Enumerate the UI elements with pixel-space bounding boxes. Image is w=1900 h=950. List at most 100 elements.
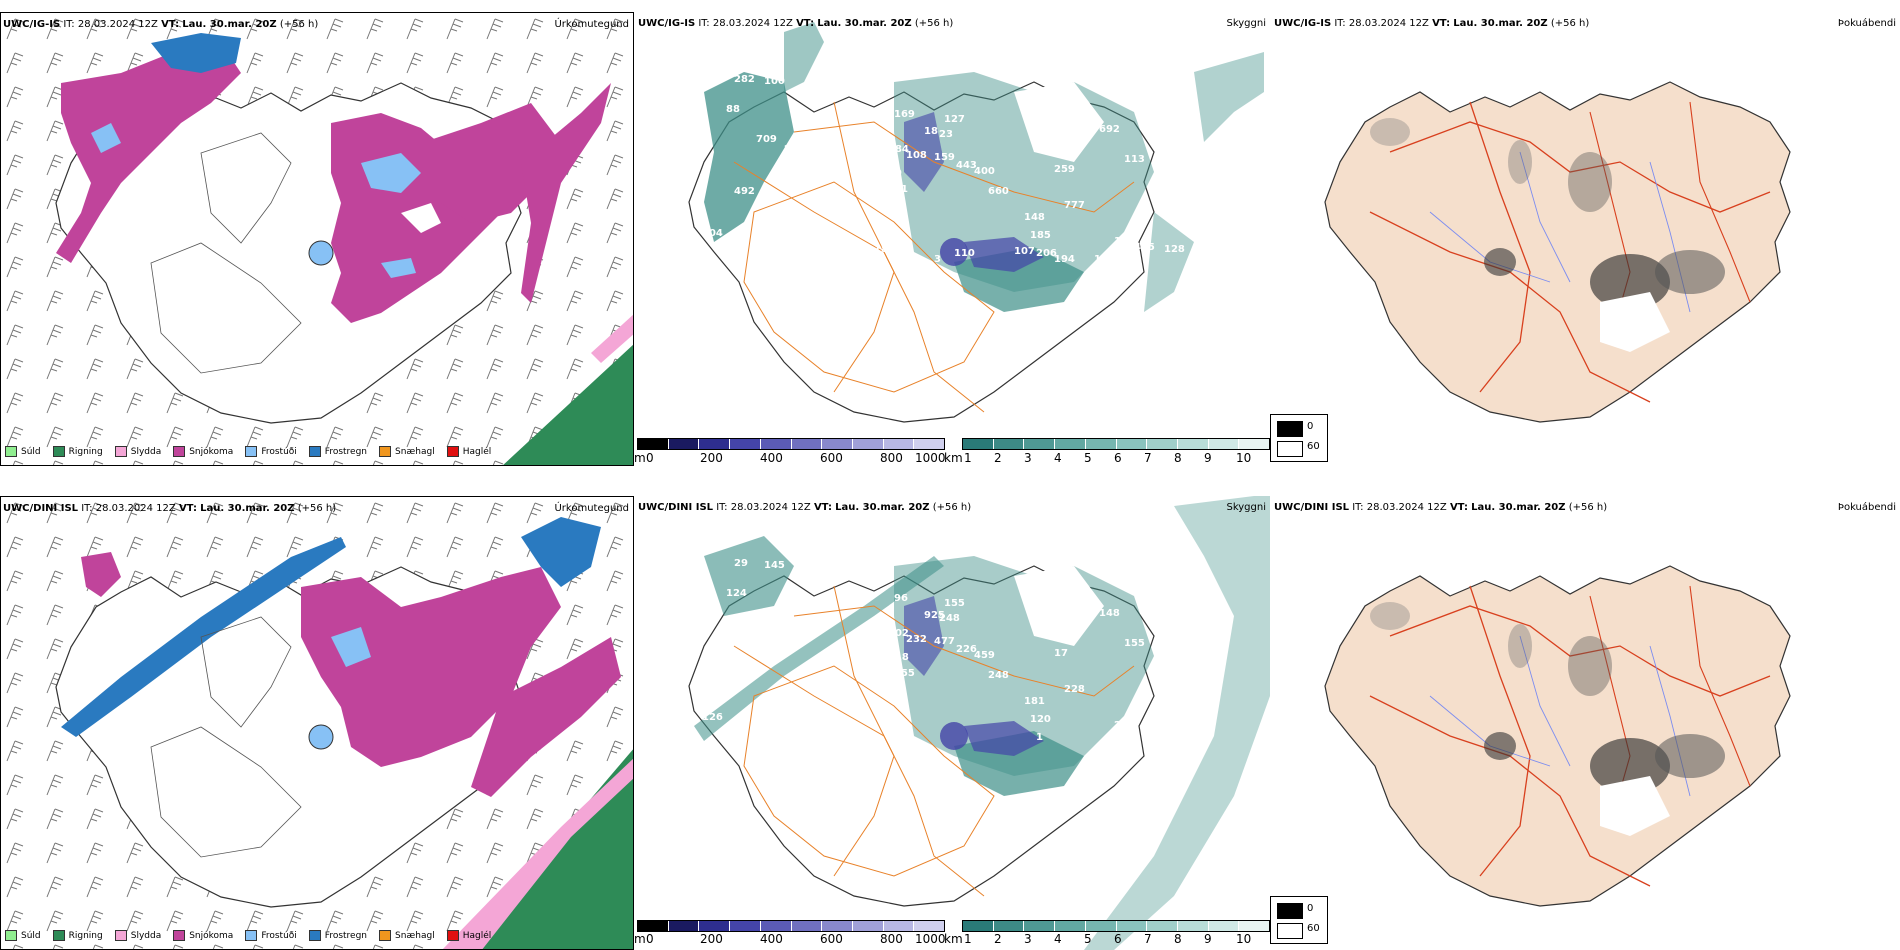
cloud-base-label: 925 [924,610,945,621]
fog-legend-light: 60 [1307,441,1320,452]
header-top-visibility: UWC/IG-IS IT: 28.03.2024 12Z VT: Lau. 30… [638,18,953,29]
fog-map-top [1324,81,1791,423]
visibility-panel-bottom: 29 145 124 152 169 20 144 126 96 155 925 248 302 232 4… [634,496,1270,950]
panel-title-visibility: Skyggni [1226,502,1266,513]
valid-time: Lau. 30.mar. 20Z [200,503,295,514]
cloud-base-label: 692 [1099,124,1120,135]
cloud-base-label: 709 [756,134,777,145]
cloud-base-label: 108 [1094,254,1115,265]
cloud-base-label: 248 [939,613,960,624]
cbar-seg [993,439,1025,449]
cloud-base-label: 163 [1174,618,1195,629]
cbar-m-unit: m [634,932,646,946]
legend-label: Slydda [130,446,162,457]
valid-time: Lau. 30.mar. 20Z [182,19,277,30]
cloud-base-label: 267 [804,114,825,125]
it-label: IT: [716,502,728,513]
cloud-base-label: 415 [1134,242,1155,253]
cloud-base-label: 194 [1054,254,1075,265]
valid-time: Lau. 30.mar. 20Z [1471,502,1566,513]
cbar-seg [963,439,994,449]
cbar-seg [883,439,915,449]
cloud-base-label: 17 [1054,648,1068,659]
cloud-base-label: 18 [924,126,938,137]
cloud-base-label: 115 [1176,703,1197,714]
cloud-base-label: 3 [934,254,941,265]
model-name: UWC/DINI ISL [1274,502,1350,513]
cbar-km-tick: 3 [1024,451,1032,465]
legend-item: Súld [5,446,41,457]
panel-title-fog: Þokuábendi [1837,18,1896,29]
cbar-seg [822,439,853,449]
cloud-base-label: 229 [1176,219,1197,230]
cbar-m-tick: 1000 [915,932,946,946]
cloud-base-label: 148 [1024,212,1045,223]
panel-title-visibility: Skyggni [1226,18,1266,29]
cbar-m-tick: 600 [820,451,843,465]
fog-panel-bottom: Þokuábendi [1270,496,1900,950]
cbar-seg [1024,439,1056,449]
cbar-seg [1208,439,1240,449]
lead-time: (+56 h) [279,19,319,30]
cloud-base-label: 96 [894,593,908,604]
cloud-base-label: 228 [1064,684,1085,695]
it-label: IT: [81,503,93,514]
cloud-base-label: 110 [954,248,975,259]
cbar-seg [699,921,731,931]
cbar-km-tick: 6 [1114,932,1122,946]
cloud-base-label: 184 [888,144,909,155]
cbar-seg [1055,439,1086,449]
init-time: 28.03.2024 12Z [95,503,176,514]
cbar-seg [914,921,945,931]
vt-label: VT: [1449,502,1468,513]
legend-item: Snæhagl [379,930,435,941]
fog-panel-top: Þokuábendi [1270,12,1900,466]
it-label: IT: [1334,18,1346,29]
cbar-seg [1177,439,1209,449]
legend-item: Frostregn [308,446,368,457]
cbar-seg [883,921,915,931]
legend-label: Snjókoma [189,930,234,941]
legend-item: Slydda [114,446,162,457]
vt-label: VT: [178,503,197,514]
legend-label: Frostúði [261,446,297,457]
lead-time: (+56 h) [1550,18,1590,29]
cloud-base-label: 130 [1114,236,1135,247]
legend-label: Frostregn [324,446,368,457]
vt-label: VT: [796,18,815,29]
legend-item: Snjókoma [173,446,233,457]
cloud-base-label: 152 [804,598,825,609]
cbar-m-tick: 800 [880,932,903,946]
cloud-base-label: 459 [974,650,995,661]
panel-title-precip: Úrkomutegund [554,19,629,30]
cloud-base-label: 100 [764,76,785,87]
legend-item: Frostregn [308,930,368,941]
header-top-precip: UWC/IG-IS IT: 28.03.2024 12Z VT: Lau. 30… [3,19,318,30]
cbar-m-tick: 0 [646,451,654,465]
precip-legend-top: Súld Rigning Slydda Snjókoma Frostúði Fr… [5,446,491,457]
cloud-base-label: 1 [1194,164,1201,175]
cbar-seg [760,439,792,449]
cloud-base-label: 215 [784,144,805,155]
cbar-km-tick: 8 [1174,932,1182,946]
cloud-base-label: 159 [934,152,955,163]
legend-label: Súld [21,446,41,457]
cbar-seg [668,921,700,931]
model-name: UWC/DINI ISL [638,502,714,513]
model-name: UWC/IG-IS [1274,18,1332,29]
cbar-km-tick: 7 [1144,932,1152,946]
fog-map-bottom [1324,565,1791,907]
legend-label: Frostregn [324,930,368,941]
legend-item: Rigning [52,446,103,457]
cbar-m-tick: 600 [820,932,843,946]
header-bottom-visibility: UWC/DINI ISL IT: 28.03.2024 12Z VT: Lau.… [638,502,971,513]
precip-map-bottom [1,497,633,949]
valid-time: Lau. 30.mar. 20Z [817,18,912,29]
cloud-base-label: 128 [1164,244,1185,255]
cloud-base-label: 1 [1036,732,1043,743]
precip-legend-bottom: Súld Rigning Slydda Snjókoma Frostúði Fr… [5,930,491,941]
header-top-fog: UWC/IG-IS IT: 28.03.2024 12Z VT: Lau. 30… [1274,18,1589,29]
cbar-seg [668,439,700,449]
